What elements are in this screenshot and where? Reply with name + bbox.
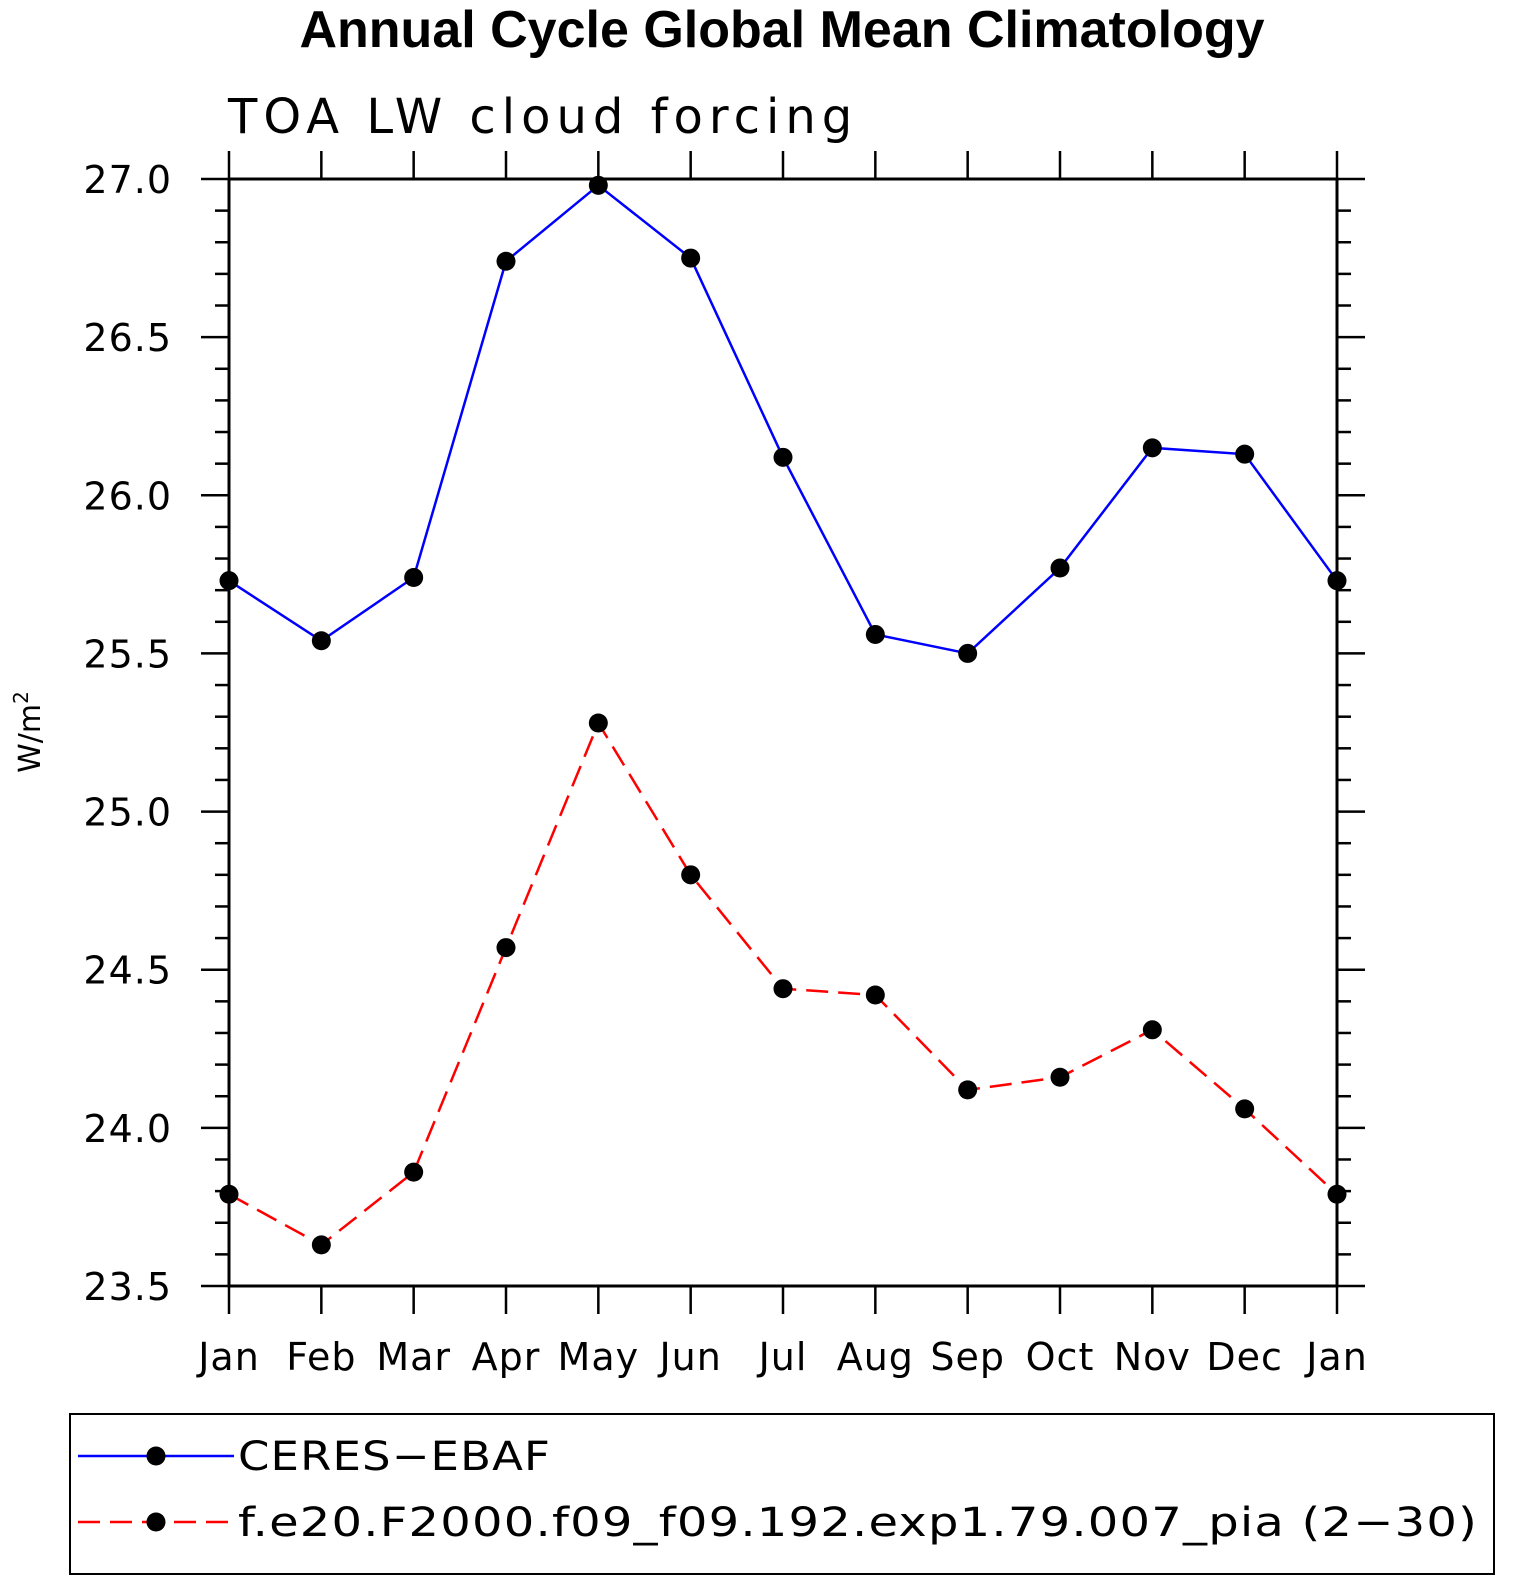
y-tick-label: 25.0	[83, 791, 172, 835]
x-tick-label: Mar	[376, 1335, 451, 1379]
data-point-marker	[865, 624, 885, 644]
data-point-marker	[958, 1080, 978, 1100]
data-point-marker	[1050, 1067, 1070, 1087]
y-axis-label-superscript: 2	[9, 691, 33, 704]
x-tick-label: Oct	[1026, 1335, 1095, 1379]
y-axis-label-base: W/m	[13, 704, 48, 773]
legend-marker	[146, 1512, 166, 1532]
data-point-marker	[1142, 438, 1162, 458]
legend: CERES−EBAF f.e20.F2000.f09_f09.192.exp1.7…	[69, 1413, 1495, 1575]
data-point-marker	[404, 568, 424, 588]
data-point-marker	[773, 979, 793, 999]
data-point-marker	[958, 643, 978, 663]
legend-entry-2: f.e20.F2000.f09_f09.192.exp1.79.007_pia …	[78, 1500, 1478, 1546]
legend-box	[69, 1413, 1495, 1575]
x-tick-label: Dec	[1206, 1335, 1283, 1379]
y-axis-label: W/m2	[9, 691, 48, 773]
x-tick-label: Feb	[286, 1335, 356, 1379]
data-point-marker	[681, 865, 701, 885]
x-tick-label: Aug	[837, 1335, 914, 1379]
legend-entry-1: CERES−EBAF	[78, 1434, 551, 1480]
x-tick-label: Jun	[657, 1335, 721, 1379]
data-point-marker	[219, 1184, 239, 1204]
series-line	[228, 183, 1339, 655]
legend-label: CERES−EBAF	[238, 1434, 551, 1480]
y-axis-ticks	[201, 177, 1365, 1288]
y-tick-label: 27.0	[83, 158, 172, 202]
data-point-marker	[773, 447, 793, 467]
series-2	[219, 713, 1347, 1255]
legend-label: f.e20.F2000.f09_f09.192.exp1.79.007_pia …	[238, 1500, 1478, 1546]
data-point-marker	[1050, 558, 1070, 578]
data-point-marker	[496, 251, 516, 271]
x-tick-label: May	[558, 1335, 640, 1379]
y-tick-label: 26.5	[83, 316, 172, 360]
data-point-marker	[588, 713, 608, 733]
data-point-marker	[865, 985, 885, 1005]
y-tick-label: 26.0	[83, 474, 172, 518]
x-tick-label: Jan	[1304, 1335, 1368, 1379]
data-point-marker	[219, 571, 239, 591]
series-1	[219, 175, 1347, 663]
x-axis-tick-labels: Jan Feb Mar Apr May Jun Jul Aug Sep Oct Nov Dec Jan	[196, 1335, 1368, 1379]
legend-entries: CERES−EBAF f.e20.F2000.f09_f09.192.exp1.7…	[78, 1434, 1478, 1546]
legend-marker	[146, 1446, 166, 1466]
data-point-marker	[1235, 444, 1255, 464]
data-point-marker	[1142, 1020, 1162, 1040]
data-point-marker	[1327, 571, 1347, 591]
x-tick-label: Apr	[472, 1335, 541, 1379]
data-point-marker	[588, 175, 608, 195]
data-point-marker	[1327, 1184, 1347, 1204]
data-point-marker	[311, 631, 331, 651]
data-point-marker	[496, 938, 516, 958]
x-tick-label: Nov	[1114, 1335, 1191, 1379]
plot-frame	[227, 177, 1339, 1288]
x-tick-label: Jan	[196, 1335, 260, 1379]
y-tick-label: 24.5	[83, 949, 172, 993]
chart-title: Annual Cycle Global Mean Climatology	[299, 1, 1264, 59]
x-axis-ticks	[227, 151, 1339, 1314]
data-point-marker	[404, 1162, 424, 1182]
y-tick-label: 25.5	[83, 632, 172, 676]
data-point-marker	[681, 248, 701, 268]
data-point-marker	[1235, 1099, 1255, 1119]
chart-subtitle: TOA LW cloud forcing	[227, 89, 858, 145]
y-tick-label: 24.0	[83, 1107, 172, 1151]
y-tick-label: 23.5	[83, 1265, 172, 1309]
x-tick-label: Sep	[930, 1335, 1005, 1379]
series-layer	[219, 175, 1347, 1255]
x-tick-label: Jul	[757, 1335, 808, 1379]
data-point-marker	[311, 1235, 331, 1255]
y-axis-tick-labels: 23.5 24.0 24.5 25.0 25.5 26.0 26.5 27.0	[83, 158, 172, 1309]
